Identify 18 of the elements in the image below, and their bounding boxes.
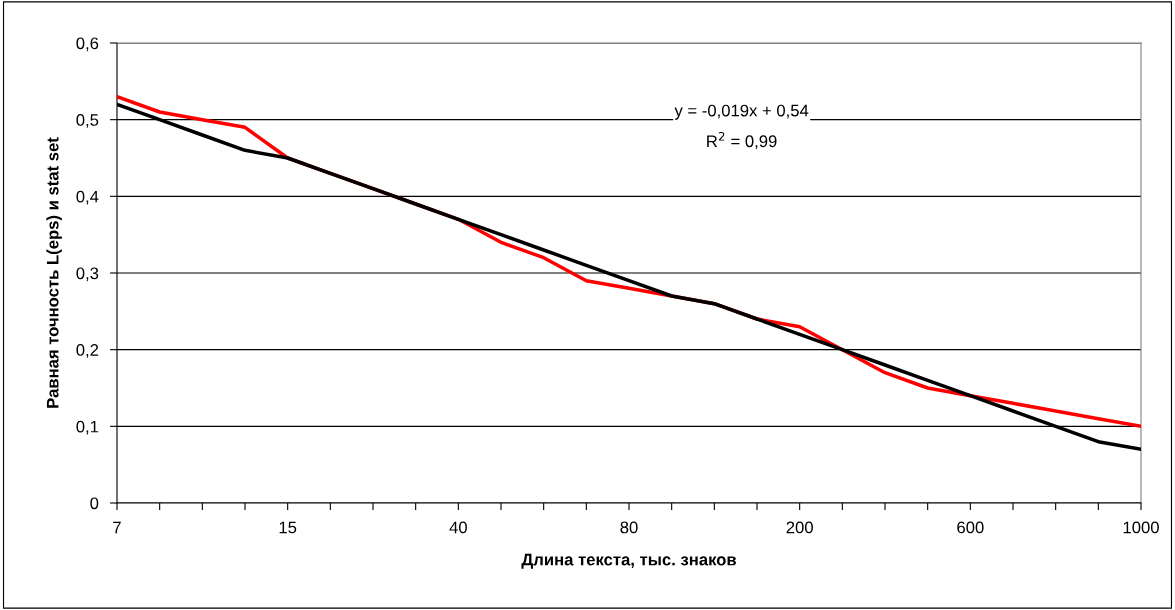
y-tick-label: 0,1: [76, 420, 99, 435]
x-tick-label: 80: [620, 521, 638, 534]
x-tick-label: 7: [113, 521, 121, 534]
x-tick-label: 200: [786, 521, 813, 534]
annotation: R$^{2}$ = 0,99: [707, 131, 777, 150]
y-tick-label: 0,4: [76, 190, 99, 205]
x-tick-label: 40: [449, 521, 467, 534]
y-tick-label: 0: [90, 497, 99, 510]
y-tick-label: 0,2: [76, 344, 99, 358]
y-tick-label: 0,6: [76, 37, 99, 52]
y-tick-label: 0,5: [76, 114, 99, 128]
x-tick-label: 600: [957, 521, 984, 534]
x-tick-label: 1000: [1123, 521, 1159, 534]
x-axis-title: Длина текста, тыс. знаков: [521, 553, 736, 569]
annotation: y = -0,019x + 0,54: [674, 104, 809, 120]
x-tick-label: 15: [279, 521, 297, 534]
y-axis-title: Равная точность L(eps) и stat set: [46, 137, 62, 408]
y-tick-label: 0,3: [76, 267, 99, 282]
